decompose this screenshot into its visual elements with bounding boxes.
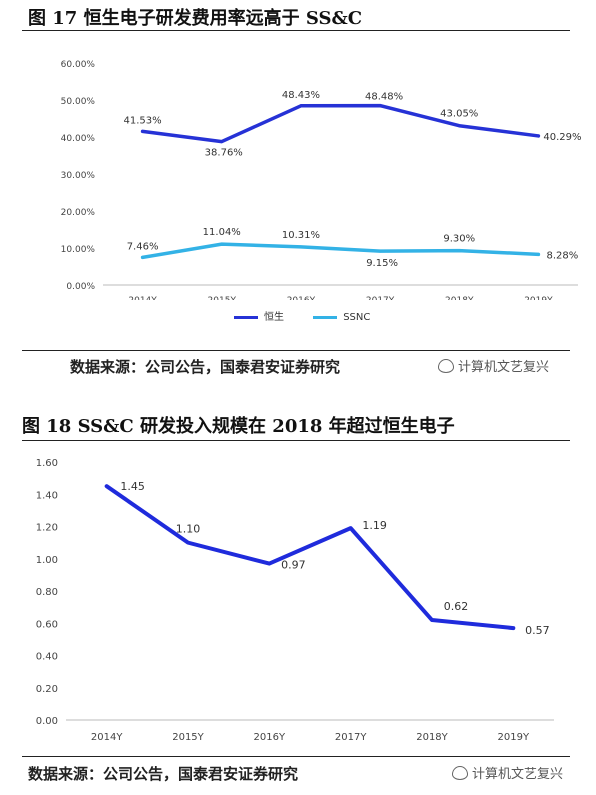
x-tick-label: 2018Y	[445, 296, 474, 300]
data-label: 1.45	[120, 480, 145, 493]
data-label: 9.30%	[443, 234, 475, 245]
data-point	[378, 249, 382, 253]
data-label: 7.46%	[127, 241, 159, 252]
figure-17-top-rule	[22, 30, 570, 31]
y-tick-label: 20.00%	[61, 208, 96, 218]
data-label: 38.76%	[205, 148, 243, 159]
figure-18-title: 图 18 SS&C 研发投入规模在 2018 年超过恒生电子	[22, 416, 455, 437]
data-point	[536, 252, 540, 256]
wechat-icon	[438, 359, 454, 373]
data-point	[299, 104, 303, 108]
y-tick-label: 30.00%	[61, 171, 96, 181]
y-tick-label: 1.60	[36, 458, 58, 469]
y-tick-label: 0.60	[36, 619, 58, 630]
data-label: 1.19	[362, 519, 387, 532]
data-point	[457, 249, 461, 253]
data-label: 0.97	[281, 559, 306, 572]
y-tick-label: 0.20	[36, 684, 58, 695]
data-point	[267, 562, 271, 566]
y-tick-label: 0.00%	[66, 282, 95, 292]
data-point	[220, 242, 224, 246]
legend-item-hundsun: 恒生	[234, 308, 284, 323]
x-tick-label: 2018Y	[416, 732, 448, 743]
x-tick-label: 2014Y	[91, 732, 123, 743]
figure-17-watermark: 计算机文艺复兴	[438, 356, 549, 375]
data-point	[299, 245, 303, 249]
figure-17-bottom-rule	[22, 350, 570, 351]
x-tick-label: 2017Y	[366, 296, 395, 300]
series-line-1	[140, 242, 541, 260]
figure-17-title: 图 17 恒生电子研发费用率远高于 SS&C	[28, 8, 363, 29]
rd-expense-ratio-chart: 0.00% 10.00% 20.00% 30.00% 40.00% 50.00% 60.00…	[61, 60, 582, 300]
x-tick-label: 2016Y	[287, 296, 316, 300]
x-tick-label: 2017Y	[335, 732, 367, 743]
legend-swatch-hundsun	[234, 315, 258, 319]
data-label: 11.04%	[203, 227, 241, 238]
legend-item-ssnc: SSNC	[313, 312, 370, 323]
data-point	[220, 140, 224, 144]
y-tick-label: 40.00%	[61, 134, 96, 144]
data-point	[141, 255, 145, 259]
y-tick-label: 50.00%	[61, 97, 96, 107]
figure-18-top-rule	[22, 440, 570, 441]
data-point	[349, 526, 353, 530]
data-point	[430, 618, 434, 622]
data-label: 40.29%	[543, 132, 581, 143]
chart1-legend: 恒生 SSNC	[234, 308, 396, 323]
data-label: 0.62	[444, 600, 469, 613]
y-tick-label: 60.00%	[61, 60, 96, 70]
data-point	[141, 129, 145, 133]
y-tick-label: 0.40	[36, 652, 58, 663]
figure-18-watermark: 计算机文艺复兴	[452, 763, 563, 782]
legend-swatch-ssnc	[313, 315, 338, 319]
figure-17-source: 数据来源：公司公告，国泰君安证券研究	[70, 358, 341, 376]
series-line-0	[104, 484, 516, 631]
x-tick-label: 2019Y	[524, 296, 553, 300]
x-tick-label: 2015Y	[208, 296, 237, 300]
data-point	[378, 104, 382, 108]
data-label: 10.31%	[282, 230, 320, 241]
figure-18-bottom-rule	[22, 756, 570, 757]
x-tick-label: 2015Y	[172, 732, 204, 743]
watermark-text: 计算机文艺复兴	[458, 360, 550, 375]
legend-label-ssnc: SSNC	[343, 312, 371, 323]
data-point	[457, 124, 461, 128]
series-line-0	[140, 103, 541, 144]
watermark-text: 计算机文艺复兴	[472, 767, 564, 782]
legend-label-hundsun: 恒生	[264, 312, 284, 323]
data-point	[536, 134, 540, 138]
data-label: 48.43%	[282, 90, 320, 101]
data-label: 43.05%	[440, 109, 478, 120]
data-label: 1.10	[176, 523, 201, 536]
data-label: 48.48%	[365, 92, 403, 103]
y-tick-label: 0.00	[36, 716, 58, 727]
y-tick-label: 10.00%	[61, 245, 96, 255]
x-tick-label: 2014Y	[128, 296, 157, 300]
data-label: 0.57	[525, 624, 550, 637]
data-label: 8.28%	[547, 250, 579, 261]
y-tick-label: 1.00	[36, 555, 58, 566]
y-tick-label: 1.20	[36, 523, 58, 534]
x-tick-label: 2019Y	[498, 732, 530, 743]
wechat-icon	[452, 766, 468, 780]
data-label: 41.53%	[124, 115, 162, 126]
data-point	[511, 626, 515, 630]
figure-18-source: 数据来源：公司公告，国泰君安证券研究	[28, 765, 299, 783]
x-tick-label: 2016Y	[254, 732, 286, 743]
data-point	[105, 484, 109, 488]
data-point	[186, 541, 190, 545]
y-tick-label: 1.40	[36, 490, 58, 501]
y-tick-label: 0.80	[36, 587, 58, 598]
data-label: 9.15%	[366, 258, 398, 269]
